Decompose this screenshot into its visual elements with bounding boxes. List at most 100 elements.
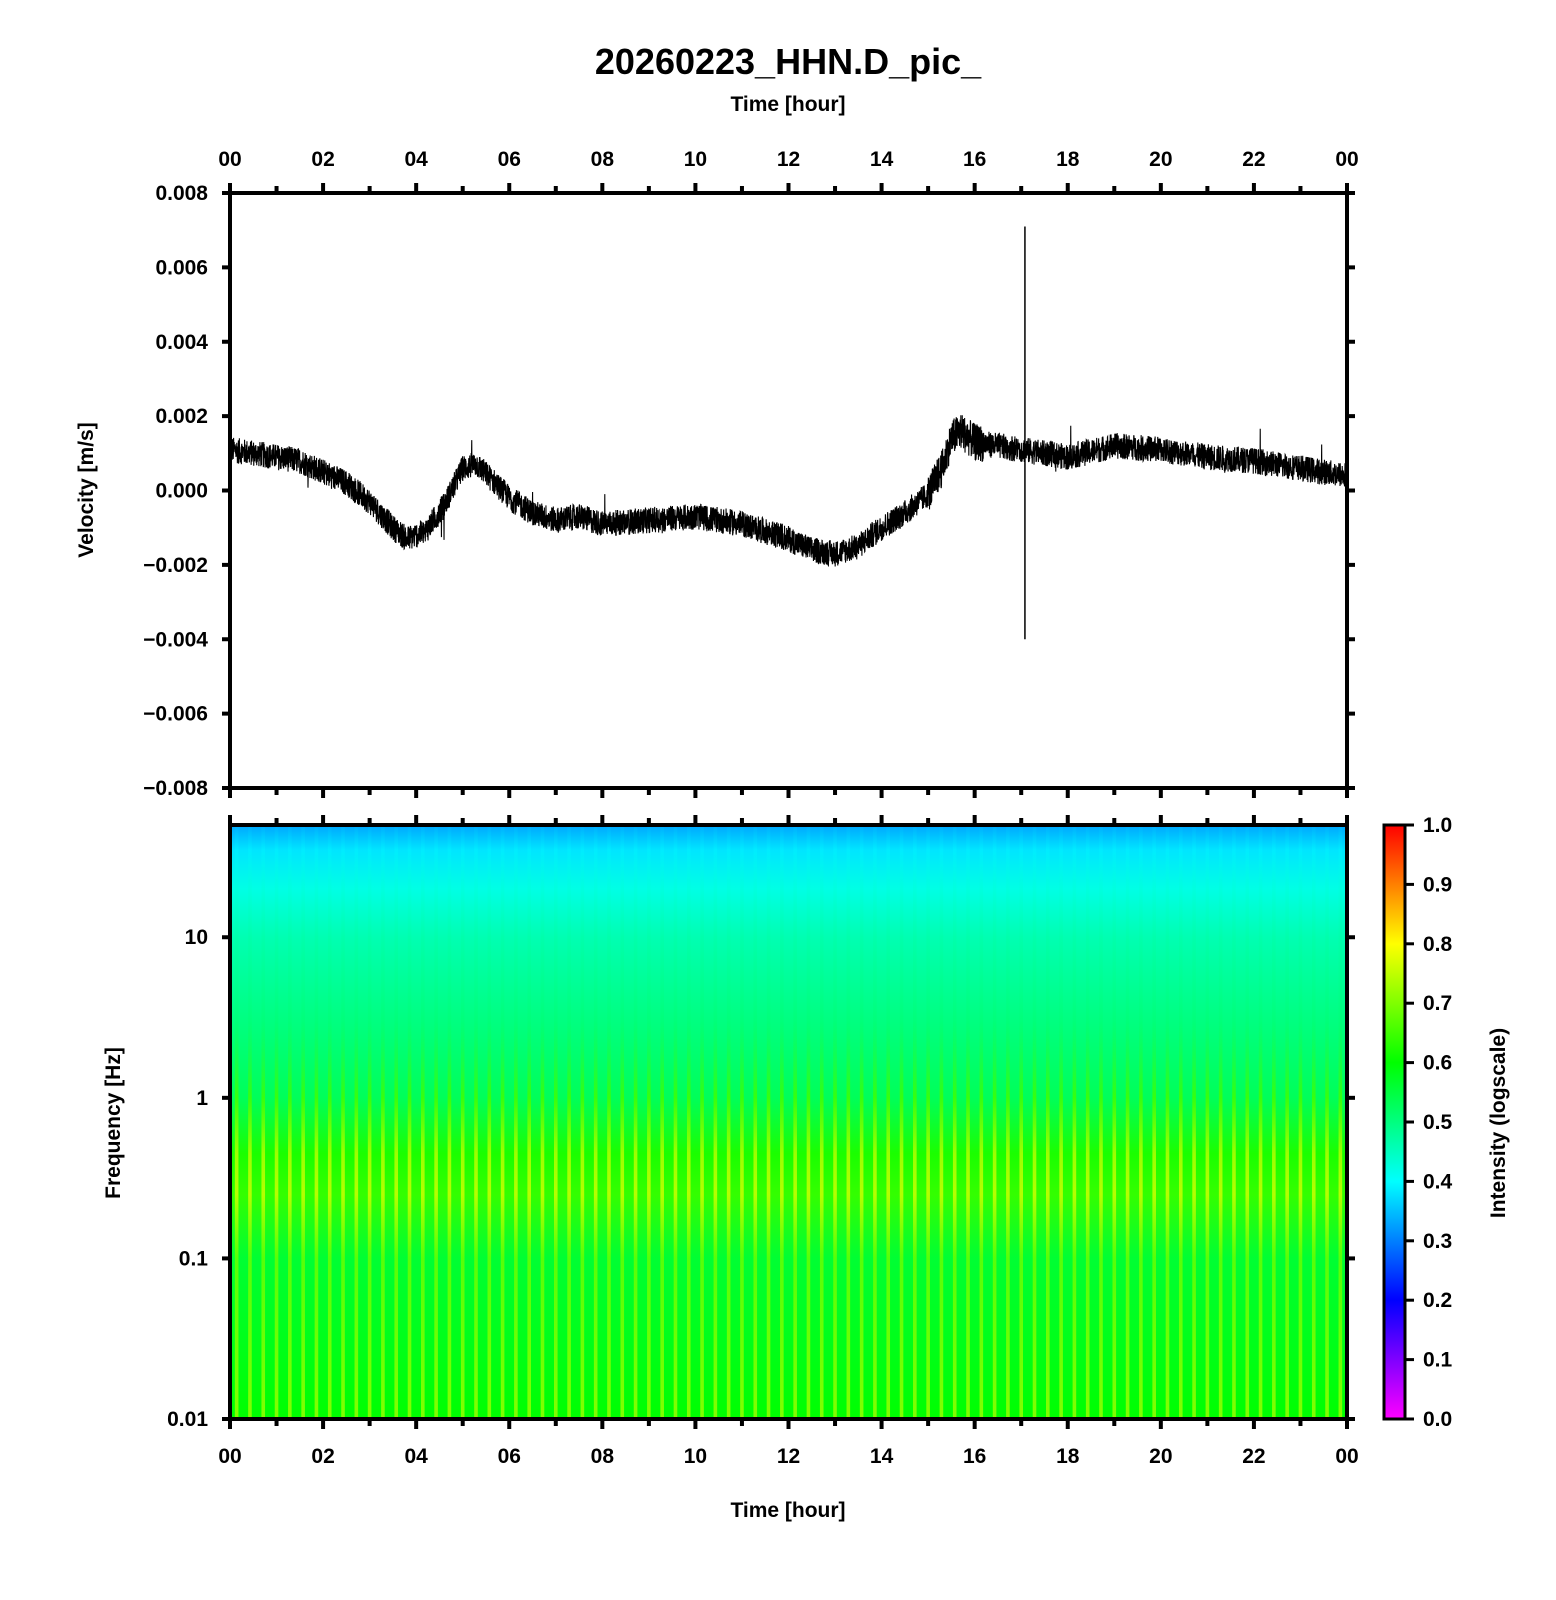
spectrogram-stripe xyxy=(673,825,678,1419)
velocity-x-tick-label: 20 xyxy=(1149,148,1172,171)
spectrogram-stripe xyxy=(1205,825,1210,1419)
spectrogram-stripe xyxy=(766,825,771,1419)
spectrogram-stripe xyxy=(367,825,372,1419)
colorbar: 1.0 0.9 0.8 0.7 0.6 0.5 0.4 0.3 0.2 0.1 0.0 Intens… xyxy=(1382,814,1510,1431)
velocity-x-tick-label: 02 xyxy=(311,148,334,171)
spectrogram-stripe xyxy=(899,825,904,1419)
velocity-panel: 00 02 04 06 08 10 12 14 16 18 20 22 00 0.008 0.006 0.00… xyxy=(75,148,1359,800)
spectrogram-stripe xyxy=(753,825,758,1419)
spectrogram-stripe xyxy=(979,825,984,1419)
spectrogram-x-tick-label: 00 xyxy=(218,1445,241,1468)
velocity-y-tick-label: 0.006 xyxy=(155,256,208,279)
spectrogram-stripe xyxy=(500,825,505,1419)
colorbar-tick-label: 0.1 xyxy=(1423,1349,1453,1372)
spectrogram-stripe xyxy=(992,825,997,1419)
spectrogram-stripe xyxy=(434,825,438,1419)
velocity-y-tick-label: 0.004 xyxy=(155,331,208,354)
velocity-x-tick-label: 00 xyxy=(1335,148,1358,171)
velocity-x-tick-label: 22 xyxy=(1242,148,1265,171)
velocity-y-tick-label: 0.002 xyxy=(155,405,208,428)
spectrogram-stripes xyxy=(234,825,1343,1419)
spectrogram-stripe xyxy=(647,825,651,1419)
spectrogram-stripe xyxy=(381,825,385,1419)
spectrogram-stripe xyxy=(301,825,305,1419)
spectrogram-stripe xyxy=(926,825,930,1419)
spectrogram-stripe xyxy=(1218,825,1223,1419)
velocity-series-line xyxy=(230,415,1347,568)
spectrogram-stripe xyxy=(726,825,731,1419)
spectrogram-x-tick-label: 04 xyxy=(404,1445,428,1468)
colorbar-tick-label: 0.4 xyxy=(1423,1170,1453,1193)
spectrogram-x-tick-label: 14 xyxy=(870,1445,894,1468)
colorbar-tick-label: 0.8 xyxy=(1423,933,1453,956)
spectrogram-stripe xyxy=(713,825,718,1419)
spectrogram-stripe xyxy=(1072,825,1077,1419)
velocity-y-tick-label: −0.004 xyxy=(143,628,208,651)
spectrogram-stripe xyxy=(833,825,837,1419)
spectrogram-stripe xyxy=(1139,825,1143,1419)
spectrogram-stripe xyxy=(1006,825,1010,1419)
velocity-y-tick-label: 0.008 xyxy=(155,182,208,205)
spectrogram-stripe xyxy=(460,825,465,1419)
spectrogram-stripe xyxy=(780,825,784,1419)
colorbar-tick-label: 0.7 xyxy=(1423,992,1452,1015)
spectrogram-x-tick-label: 18 xyxy=(1056,1445,1080,1468)
spectrogram-x-tick-label: 06 xyxy=(498,1445,521,1468)
spectrogram-stripe xyxy=(1125,825,1130,1419)
top-x-axis-label: Time [hour] xyxy=(730,93,845,116)
velocity-x-tick-label: 00 xyxy=(218,148,241,171)
spectrogram-stripe xyxy=(487,825,492,1419)
spectrogram-stripe xyxy=(1258,825,1263,1419)
colorbar-tick-label: 1.0 xyxy=(1423,814,1452,837)
spectrogram-stripe xyxy=(407,825,412,1419)
spectrogram-stripe xyxy=(1085,825,1090,1419)
velocity-y-tick-label: −0.002 xyxy=(143,554,208,577)
spectrogram-x-tick-label: 10 xyxy=(684,1445,707,1468)
spectrogram-stripe xyxy=(1338,825,1343,1419)
spectrogram-stripe xyxy=(1311,825,1316,1419)
spectrogram-stripe xyxy=(1059,825,1063,1419)
spectrogram-stripe xyxy=(1032,825,1037,1419)
colorbar-tick-label: 0.6 xyxy=(1423,1052,1452,1075)
velocity-y-tick-label: −0.006 xyxy=(143,703,208,726)
colorbar-tick-label: 0.5 xyxy=(1423,1111,1453,1134)
colorbar-label: Intensity (logscale) xyxy=(1487,1028,1510,1218)
spectrogram-x-tick-label: 20 xyxy=(1149,1445,1172,1468)
spectrogram-stripe xyxy=(421,825,425,1419)
spectrogram-x-tick-label: 22 xyxy=(1242,1445,1265,1468)
spectrogram-stripe xyxy=(288,825,292,1419)
spectrogram-x-tick-label: 16 xyxy=(963,1445,986,1468)
spectrogram-stripe xyxy=(1272,825,1276,1419)
spectrogram-stripe xyxy=(1112,825,1117,1419)
spectrogram-stripe xyxy=(1152,825,1156,1419)
spectrogram-y-tick-label: 1 xyxy=(196,1087,208,1110)
spectrogram-panel: 00 02 04 06 08 10 12 14 16 18 20 22 00 10 1 0.1 0.01 Fre… xyxy=(102,815,1359,1522)
spectrogram-stripe xyxy=(952,825,957,1419)
spectrogram-stripe xyxy=(607,825,611,1419)
spectrogram-stripe xyxy=(327,825,332,1419)
spectrogram-stripe xyxy=(1325,825,1329,1419)
velocity-x-tick-label: 18 xyxy=(1056,148,1080,171)
spectrogram-stripe xyxy=(540,825,545,1419)
spectrogram-ticks: 00 02 04 06 08 10 12 14 16 18 20 22 00 10 1 0.1 0.01 xyxy=(167,815,1359,1468)
spectrogram-stripe xyxy=(620,825,625,1419)
velocity-x-tick-label: 14 xyxy=(870,148,894,171)
spectrogram-stripe xyxy=(793,825,797,1419)
spectrogram-stripe xyxy=(700,825,704,1419)
spectrogram-stripe xyxy=(274,825,279,1419)
spectrogram-y-tick-label: 0.01 xyxy=(167,1408,208,1431)
spectrogram-stripe xyxy=(1165,825,1170,1419)
spectrogram-stripe xyxy=(913,825,917,1419)
spectrogram-stripe xyxy=(873,825,877,1419)
velocity-ticks: 00 02 04 06 08 10 12 14 16 18 20 22 00 0.008 0.006 0.00… xyxy=(143,148,1359,800)
velocity-x-tick-label: 04 xyxy=(404,148,428,171)
spectrogram-x-tick-label: 00 xyxy=(1335,1445,1358,1468)
spectrogram-stripe xyxy=(234,825,239,1419)
colorbar-tick-label: 0.2 xyxy=(1423,1289,1452,1312)
spectrogram-stripe xyxy=(1232,825,1236,1419)
spectrogram-stripe xyxy=(806,825,811,1419)
spectrogram-stripe xyxy=(261,825,266,1419)
spectrogram-stripe xyxy=(859,825,864,1419)
spectrogram-stripe xyxy=(248,825,252,1419)
